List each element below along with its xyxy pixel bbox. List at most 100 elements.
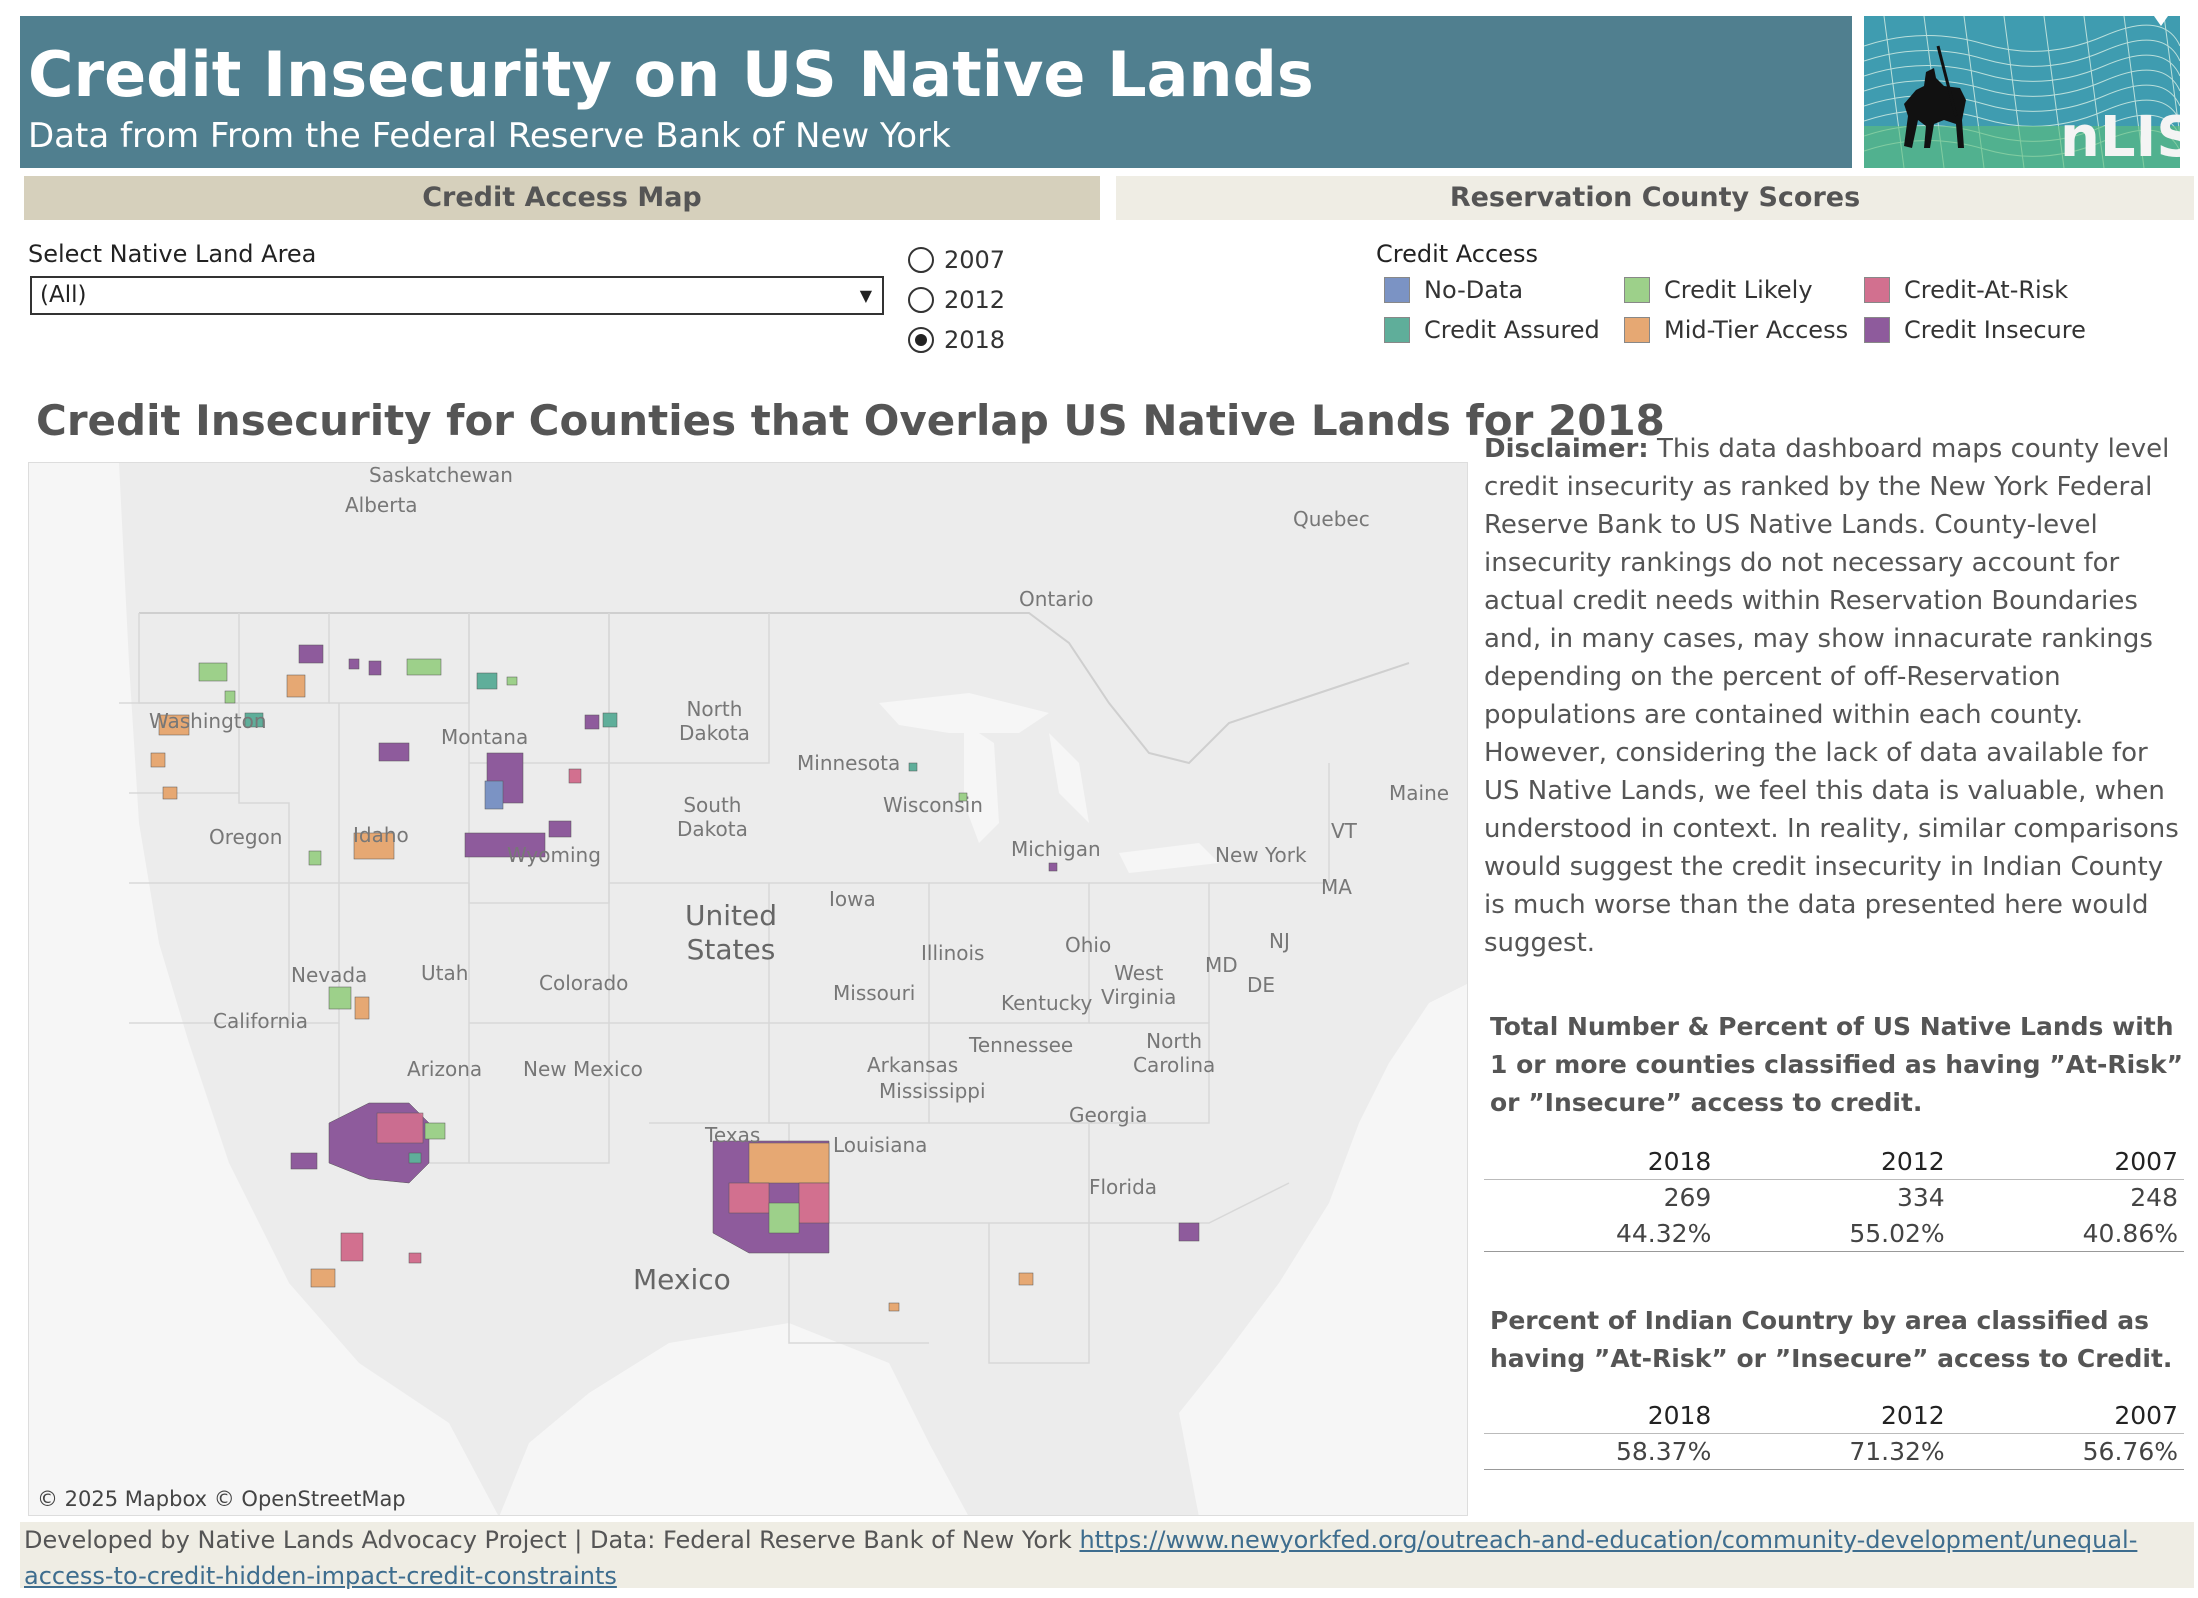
map-attribution[interactable]: © 2025 Mapbox © OpenStreetMap xyxy=(37,1487,406,1511)
legend-label: Mid-Tier Access xyxy=(1664,316,1849,344)
table-header-row: 2018 2012 2007 xyxy=(1484,1398,2184,1434)
legend-item-credit-likely[interactable]: Credit Likely xyxy=(1624,276,1813,304)
map-label-idaho: Idaho xyxy=(353,823,409,847)
map-label-missouri: Missouri xyxy=(833,981,916,1005)
table-cell: 56.76% xyxy=(2082,1437,2178,1466)
legend-item-credit-insecure[interactable]: Credit Insecure xyxy=(1864,316,2086,344)
map-label-wisconsin: Wisconsin xyxy=(883,793,983,817)
map-label-south-dakota: South Dakota xyxy=(677,793,748,841)
swatch-icon xyxy=(1384,317,1410,343)
map-label-quebec: Quebec xyxy=(1293,507,1370,531)
map-label-vt: VT xyxy=(1331,819,1357,843)
year-radio-2018[interactable]: 2018 xyxy=(908,320,1005,360)
footer-source-link[interactable]: https://www.newyorkfed.org/outreach-and-… xyxy=(24,1526,2138,1590)
native-land-area-select[interactable]: (All) ▼ xyxy=(30,276,884,315)
radio-icon[interactable] xyxy=(908,287,934,313)
native-land-area-label: Select Native Land Area xyxy=(28,240,317,268)
legend-label: Credit Insecure xyxy=(1904,316,2086,344)
swatch-icon xyxy=(1624,277,1650,303)
map-label-united-states: United States xyxy=(685,899,777,966)
map-label-nj: NJ xyxy=(1269,929,1290,953)
stats-native-lands-title: Total Number & Percent of US Native Land… xyxy=(1490,1012,2184,1117)
map-label-new-mexico: New Mexico xyxy=(523,1057,643,1081)
map-label-saskatchewan: Saskatchewan xyxy=(369,463,513,487)
footer: Developed by Native Lands Advocacy Proje… xyxy=(20,1522,2194,1590)
map-label-nevada: Nevada xyxy=(291,963,368,987)
map-label-illinois: Illinois xyxy=(921,941,985,965)
swatch-icon xyxy=(1864,277,1890,303)
map-label-washington: Washington xyxy=(149,709,267,733)
legend-title: Credit Access xyxy=(1376,240,1538,268)
legend-label: Credit Likely xyxy=(1664,276,1813,304)
table-cell: 58.37% xyxy=(1616,1437,1712,1466)
map-label-alberta: Alberta xyxy=(345,493,418,517)
map-label-arkansas: Arkansas xyxy=(867,1053,959,1077)
dashboard-subtitle: Data from From the Federal Reserve Bank … xyxy=(28,116,951,156)
credit-access-map-tab[interactable]: Credit Access Map xyxy=(24,176,1100,220)
disclaimer-text: Disclaimer: This data dashboard maps cou… xyxy=(1484,430,2184,962)
table-header-cell: 2018 xyxy=(1647,1147,1712,1176)
map-label-montana: Montana xyxy=(441,725,529,749)
map-label-oregon: Oregon xyxy=(209,825,283,849)
legend-item-no-data[interactable]: No-Data xyxy=(1384,276,1523,304)
map-label-iowa: Iowa xyxy=(829,887,876,911)
map-label-arizona: Arizona xyxy=(407,1057,483,1081)
table-cell: 334 xyxy=(1896,1183,1945,1212)
year-radio-group: 2007 2012 2018 xyxy=(908,240,1005,360)
table-cell: 269 xyxy=(1663,1183,1712,1212)
legend-item-credit-assured[interactable]: Credit Assured xyxy=(1384,316,1600,344)
map-label-ontario: Ontario xyxy=(1019,587,1094,611)
swatch-icon xyxy=(1624,317,1650,343)
legend-label: Credit-At-Risk xyxy=(1904,276,2069,304)
nlis-logo[interactable]: nLIS xyxy=(1864,16,2180,168)
year-radio-2012[interactable]: 2012 xyxy=(908,280,1005,320)
legend-label: Credit Assured xyxy=(1424,316,1600,344)
map-label-texas: Texas xyxy=(705,1123,761,1147)
radio-icon[interactable] xyxy=(908,247,934,273)
table-row: 269 334 248 xyxy=(1484,1180,2184,1216)
year-label: 2018 xyxy=(944,326,1006,354)
table-cell: 71.32% xyxy=(1849,1437,1945,1466)
native-land-area-value: (All) xyxy=(40,282,87,308)
stats-indian-country-table: 2018 2012 2007 58.37% 71.32% 56.76% xyxy=(1484,1398,2184,1470)
credit-access-map[interactable]: Saskatchewan Alberta Quebec Ontario Wash… xyxy=(28,462,1468,1516)
map-label-georgia: Georgia xyxy=(1069,1103,1148,1127)
stats-indian-country-title: Percent of Indian Country by area classi… xyxy=(1490,1306,2173,1373)
map-label-mississippi: Mississippi xyxy=(879,1079,986,1103)
legend-item-mid-tier-access[interactable]: Mid-Tier Access xyxy=(1624,316,1848,344)
swatch-icon xyxy=(1864,317,1890,343)
year-radio-2007[interactable]: 2007 xyxy=(908,240,1005,280)
table-header-cell: 2012 xyxy=(1881,1147,1945,1176)
dashboard-header: Credit Insecurity on US Native Lands Dat… xyxy=(20,16,1852,168)
map-title: Credit Insecurity for Counties that Over… xyxy=(36,396,1665,445)
map-label-minnesota: Minnesota xyxy=(797,751,901,775)
table-cell: 248 xyxy=(2130,1183,2178,1212)
reservation-county-scores-tab[interactable]: Reservation County Scores xyxy=(1116,176,2194,220)
radio-selected-icon[interactable] xyxy=(908,327,934,353)
footer-credit: Developed by Native Lands Advocacy Proje… xyxy=(24,1526,1080,1554)
map-label-california: California xyxy=(213,1009,308,1033)
stats-native-lands-table: 2018 2012 2007 269 334 248 44.32% 55.02%… xyxy=(1484,1144,2184,1252)
table-header-cell: 2007 xyxy=(2114,1401,2178,1430)
legend-label: No-Data xyxy=(1424,276,1524,304)
table-header-cell: 2012 xyxy=(1881,1401,1945,1430)
map-label-ohio: Ohio xyxy=(1065,933,1112,957)
dashboard-title: Credit Insecurity on US Native Lands xyxy=(28,38,1314,111)
legend-item-credit-at-risk[interactable]: Credit-At-Risk xyxy=(1864,276,2068,304)
table-header-row: 2018 2012 2007 xyxy=(1484,1144,2184,1180)
chevron-down-icon[interactable]: ▼ xyxy=(859,286,872,305)
map-label-west-virginia: West Virginia xyxy=(1101,961,1177,1009)
map-label-colorado: Colorado xyxy=(539,971,629,995)
disclaimer-lead: Disclaimer: xyxy=(1484,434,1649,464)
map-label-louisiana: Louisiana xyxy=(833,1133,928,1157)
map-label-north-dakota: North Dakota xyxy=(679,697,750,745)
table-cell: 44.32% xyxy=(1616,1219,1712,1248)
map-label-de: DE xyxy=(1247,973,1276,997)
table-header-cell: 2018 xyxy=(1647,1401,1712,1430)
map-label-maine: Maine xyxy=(1389,781,1450,805)
table-header-cell: 2007 xyxy=(2114,1147,2178,1176)
map-label-ma: MA xyxy=(1321,875,1352,899)
map-label-mexico: Mexico xyxy=(633,1263,731,1296)
map-label-kentucky: Kentucky xyxy=(1001,991,1093,1015)
logo-text: nLIS xyxy=(2060,105,2180,168)
